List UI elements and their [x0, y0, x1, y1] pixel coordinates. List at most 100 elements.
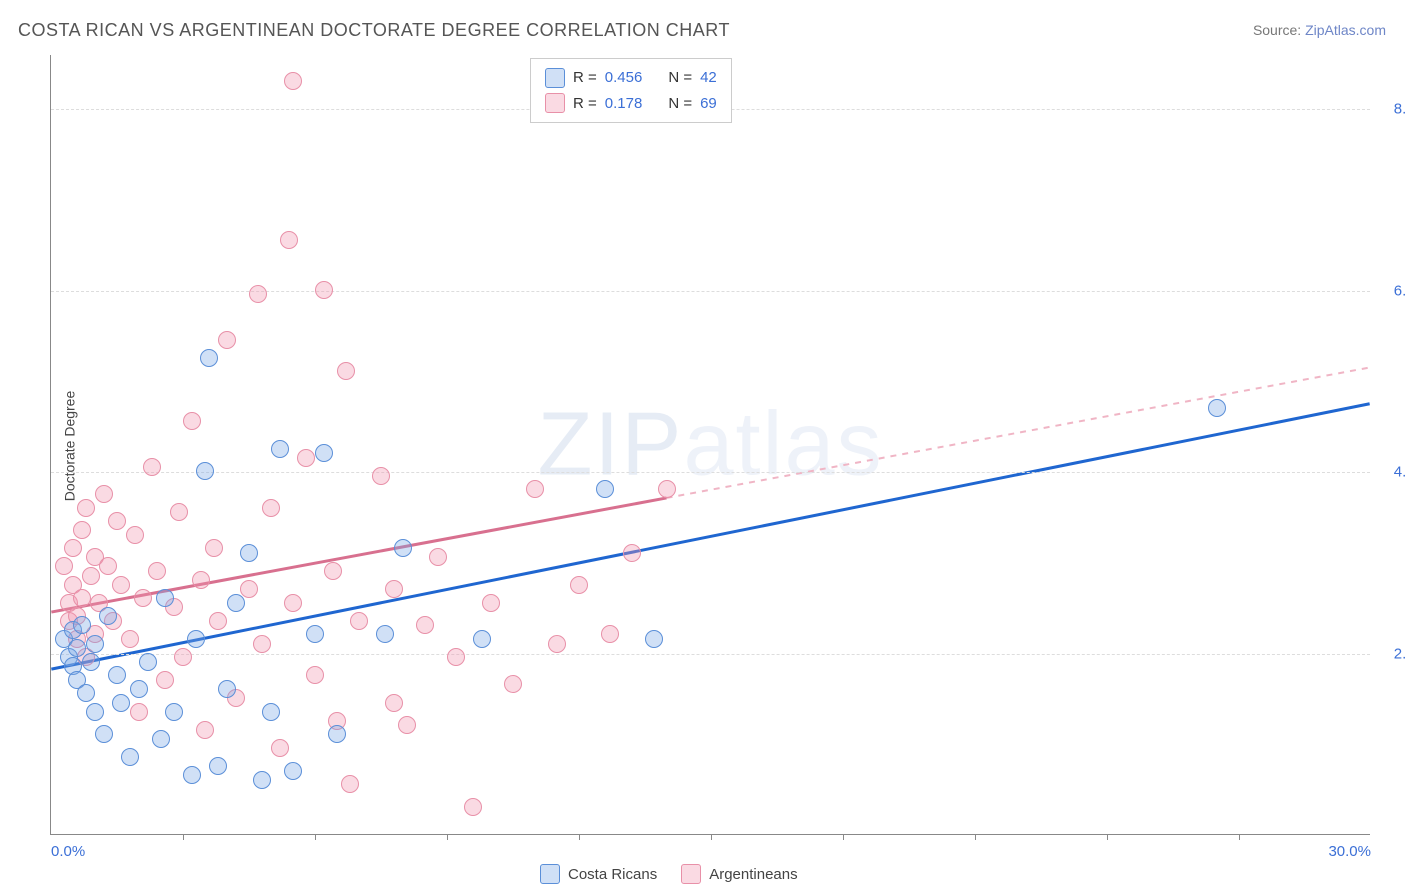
y-tick-label: 2.0% [1394, 645, 1406, 662]
scatter-point [341, 775, 359, 793]
correlation-legend: R = 0.456 N = 42 R = 0.178 N = 69 [530, 58, 732, 123]
scatter-point [328, 725, 346, 743]
scatter-point [596, 480, 614, 498]
scatter-point [601, 625, 619, 643]
x-tick [711, 834, 712, 840]
scatter-point [284, 762, 302, 780]
legend-row: R = 0.178 N = 69 [545, 91, 717, 117]
regression-line-solid [51, 404, 1369, 669]
scatter-point [315, 444, 333, 462]
source-prefix: Source: [1253, 22, 1305, 38]
scatter-point [385, 580, 403, 598]
scatter-point [112, 694, 130, 712]
x-tick-label: 0.0% [51, 843, 85, 860]
x-tick [1239, 834, 1240, 840]
scatter-point [152, 730, 170, 748]
legend-r-label: R = [573, 91, 597, 117]
scatter-point [82, 653, 100, 671]
scatter-point [284, 594, 302, 612]
x-tick [579, 834, 580, 840]
scatter-point [156, 671, 174, 689]
y-tick-label: 4.0% [1394, 464, 1406, 481]
gridline-horizontal [51, 472, 1370, 473]
scatter-point [55, 557, 73, 575]
legend-r-value: 0.178 [605, 91, 643, 117]
scatter-point [130, 680, 148, 698]
scatter-point [398, 716, 416, 734]
scatter-point [183, 412, 201, 430]
legend-n-label: N = [668, 65, 692, 91]
scatter-point [447, 648, 465, 666]
legend-swatch [545, 68, 565, 88]
watermark-light: atlas [683, 394, 883, 494]
scatter-point [108, 512, 126, 530]
scatter-point [143, 458, 161, 476]
legend-swatch [681, 864, 701, 884]
chart-container: COSTA RICAN VS ARGENTINEAN DOCTORATE DEG… [0, 0, 1406, 892]
series-legend: Costa Ricans Argentineans [540, 864, 798, 884]
scatter-point [645, 630, 663, 648]
scatter-point [86, 635, 104, 653]
scatter-point [315, 281, 333, 299]
scatter-point [64, 539, 82, 557]
watermark-bold: ZIP [537, 394, 683, 494]
scatter-point [464, 798, 482, 816]
legend-n-value: 69 [700, 91, 717, 117]
scatter-point [139, 653, 157, 671]
watermark: ZIPatlas [537, 393, 883, 496]
legend-n-label: N = [668, 91, 692, 117]
x-tick [843, 834, 844, 840]
scatter-point [82, 567, 100, 585]
scatter-point [165, 703, 183, 721]
scatter-point [394, 539, 412, 557]
legend-r-label: R = [573, 65, 597, 91]
scatter-point [112, 576, 130, 594]
y-tick-label: 6.0% [1394, 282, 1406, 299]
scatter-point [73, 616, 91, 634]
scatter-point [95, 725, 113, 743]
scatter-point [504, 675, 522, 693]
scatter-point [306, 625, 324, 643]
scatter-point [156, 589, 174, 607]
scatter-point [99, 607, 117, 625]
legend-swatch [540, 864, 560, 884]
scatter-point [1208, 399, 1226, 417]
gridline-horizontal [51, 654, 1370, 655]
scatter-point [121, 748, 139, 766]
scatter-point [130, 703, 148, 721]
scatter-point [429, 548, 447, 566]
scatter-point [526, 480, 544, 498]
scatter-point [262, 703, 280, 721]
scatter-point [262, 499, 280, 517]
legend-label: Costa Ricans [568, 866, 657, 883]
scatter-point [623, 544, 641, 562]
scatter-point [240, 544, 258, 562]
plot-area: ZIPatlas 2.0%4.0%6.0%8.0%0.0%30.0% [50, 55, 1370, 835]
scatter-point [174, 648, 192, 666]
scatter-point [209, 612, 227, 630]
legend-n-value: 42 [700, 65, 717, 91]
scatter-point [99, 557, 117, 575]
scatter-point [148, 562, 166, 580]
x-tick [447, 834, 448, 840]
scatter-point [240, 580, 258, 598]
scatter-point [77, 499, 95, 517]
scatter-point [548, 635, 566, 653]
legend-label: Argentineans [709, 866, 797, 883]
scatter-point [73, 589, 91, 607]
scatter-point [473, 630, 491, 648]
source-attribution: Source: ZipAtlas.com [1253, 22, 1386, 38]
scatter-point [183, 766, 201, 784]
scatter-point [200, 349, 218, 367]
x-tick [1107, 834, 1108, 840]
scatter-point [570, 576, 588, 594]
scatter-point [482, 594, 500, 612]
legend-item: Costa Ricans [540, 864, 657, 884]
source-link[interactable]: ZipAtlas.com [1305, 22, 1386, 38]
scatter-point [86, 703, 104, 721]
legend-r-value: 0.456 [605, 65, 643, 91]
scatter-point [297, 449, 315, 467]
legend-swatch [545, 93, 565, 113]
scatter-point [249, 285, 267, 303]
scatter-point [126, 526, 144, 544]
